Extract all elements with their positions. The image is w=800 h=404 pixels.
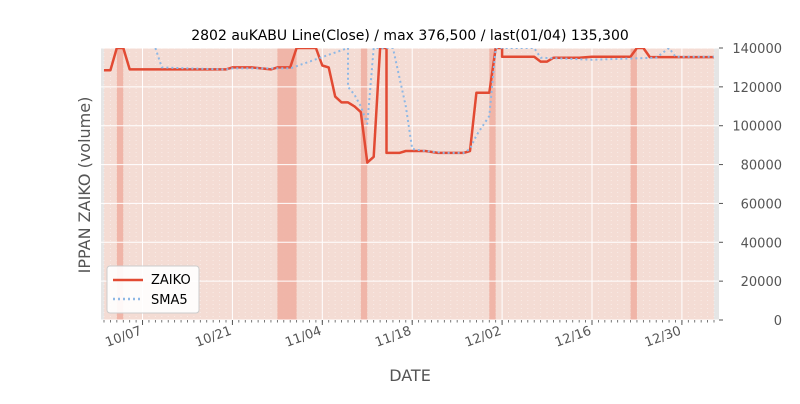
y-tick-label: 20000 — [741, 275, 782, 290]
legend-box — [106, 265, 200, 314]
plot-area: 0 20000 40000 60000 80000 100000 120000 140000 1… — [101, 42, 782, 351]
y-axis-label: IPPAN ZAIKO (volume) — [75, 97, 94, 274]
y-tick-label: 60000 — [741, 197, 782, 212]
highlight-band — [277, 48, 297, 320]
x-tick-label: 11/04 — [283, 324, 323, 351]
legend-label-sma5: SMA5 — [151, 293, 188, 308]
highlight-band — [630, 48, 637, 320]
x-tick-label: 12/02 — [463, 324, 503, 351]
x-tick-label: 12/30 — [643, 324, 683, 351]
y-tick-label: 80000 — [741, 159, 782, 174]
y-tick-label: 100000 — [732, 120, 782, 135]
chart-title: 2802 auKABU Line(Close) / max 376,500 / … — [191, 28, 629, 44]
y-tick-label: 40000 — [741, 236, 782, 251]
legend: ZAIKO SMA5 — [106, 265, 200, 314]
highlight-band — [360, 48, 368, 320]
legend-label-zaiko: ZAIKO — [151, 273, 191, 288]
x-axis-label: DATE — [389, 366, 431, 385]
y-tick-label: 0 — [774, 314, 782, 329]
x-tick-label: 10/07 — [104, 324, 144, 351]
y-tick-label: 120000 — [732, 81, 782, 96]
x-tick-label: 11/18 — [373, 324, 413, 351]
x-tick-label: 12/16 — [553, 324, 593, 351]
highlight-band — [116, 48, 124, 320]
highlight-band — [489, 48, 496, 320]
plot-background — [104, 48, 714, 320]
y-tick-label: 140000 — [732, 42, 782, 57]
x-tick-label: 10/21 — [193, 324, 233, 351]
